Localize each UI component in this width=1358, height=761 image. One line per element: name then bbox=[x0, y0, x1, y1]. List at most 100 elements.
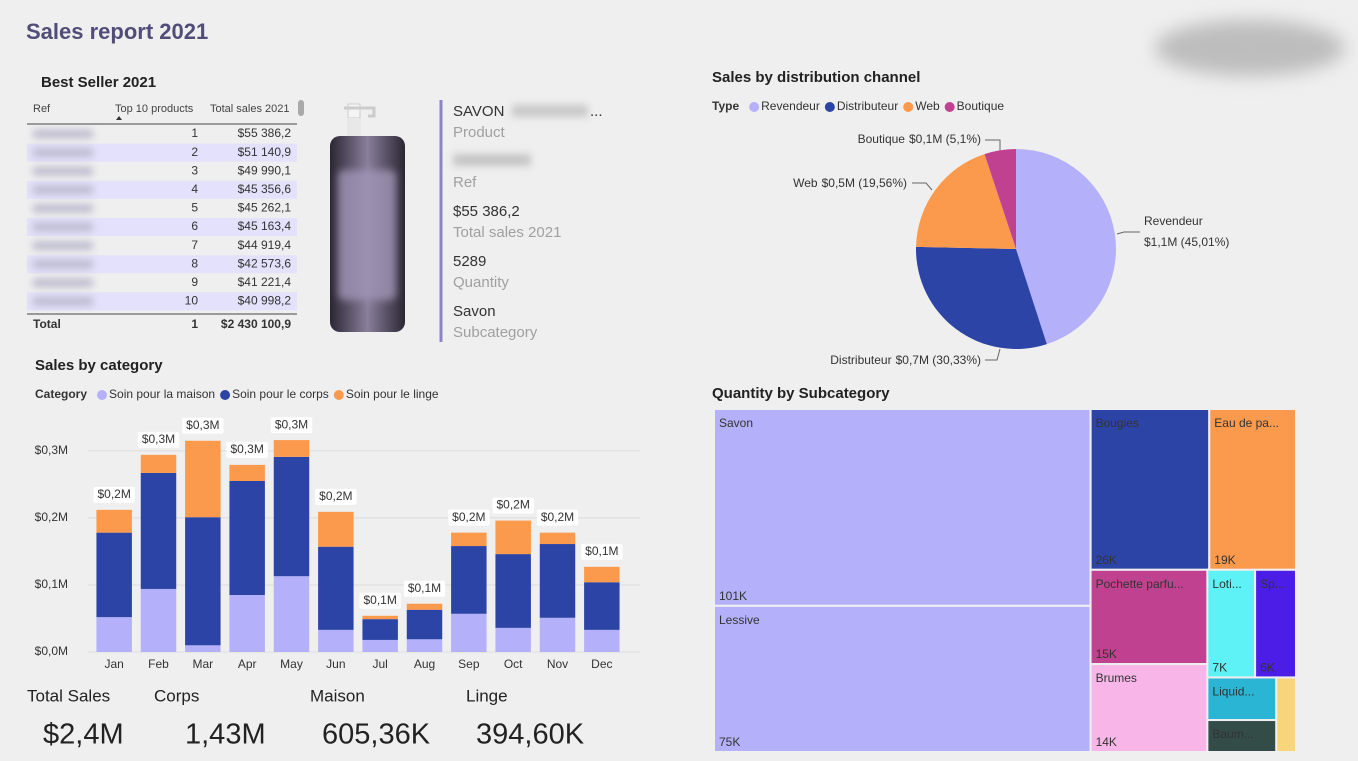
card-value: $55 386,2 bbox=[453, 203, 520, 220]
cell: 10 bbox=[185, 294, 199, 308]
cell: $45 262,1 bbox=[238, 201, 292, 215]
legend-marker bbox=[220, 390, 231, 400]
treemap-tile bbox=[713, 604, 1092, 753]
chart-title: Quantity by Subcategory bbox=[712, 385, 890, 402]
row-band bbox=[27, 218, 297, 236]
legend-label: Soin pour le corps bbox=[232, 387, 329, 401]
bar-segment bbox=[451, 546, 487, 614]
bar-segment bbox=[584, 629, 620, 652]
bar-segment bbox=[140, 454, 177, 473]
redacted bbox=[33, 185, 93, 194]
total-cell: Total bbox=[33, 317, 61, 331]
legend-title: Category bbox=[35, 387, 87, 401]
cell: 1 bbox=[191, 126, 198, 140]
bar-segment bbox=[406, 603, 443, 610]
data-label-bg bbox=[226, 441, 268, 458]
tile-value: 101K bbox=[719, 589, 747, 603]
redacted bbox=[453, 154, 531, 166]
card-label: Total sales 2021 bbox=[453, 224, 561, 241]
leader-line bbox=[1116, 231, 1140, 235]
column-header: Total sales 2021 bbox=[210, 103, 290, 115]
product-name-trail: ... bbox=[590, 103, 603, 120]
tile-value: 7K bbox=[1212, 661, 1227, 675]
redacted bbox=[33, 167, 93, 176]
kpi-value: 605,36K bbox=[322, 719, 431, 751]
tile-label: Loti... bbox=[1212, 577, 1241, 591]
data-label-bg bbox=[448, 509, 490, 526]
data-label: $0,3M bbox=[186, 418, 219, 432]
data-label-bg bbox=[359, 592, 401, 609]
pie-slice bbox=[984, 149, 1016, 249]
tile-label: Sp... bbox=[1260, 577, 1285, 591]
slice-label: Revendeur bbox=[1144, 214, 1203, 228]
bar-segment bbox=[273, 576, 310, 652]
kpi-value: $2,4M bbox=[43, 719, 124, 751]
cell: 3 bbox=[191, 163, 198, 177]
x-tick-label: Aug bbox=[414, 657, 435, 671]
legend-label: Soin pour la maison bbox=[109, 387, 215, 401]
bar-segment bbox=[362, 639, 398, 652]
cell: $42 573,6 bbox=[238, 256, 292, 270]
data-label: $0,2M bbox=[97, 487, 130, 501]
legend-marker bbox=[944, 102, 955, 112]
bar-segment bbox=[273, 456, 310, 577]
bar-segment bbox=[362, 615, 398, 620]
tile-value: 6K bbox=[1260, 661, 1275, 675]
y-tick-label: $0,3M bbox=[35, 443, 68, 457]
tile-label: Lessive bbox=[719, 613, 760, 627]
slice-name: Web bbox=[793, 176, 818, 190]
bar-segment bbox=[140, 472, 177, 589]
cell: 9 bbox=[191, 275, 198, 289]
leader-line bbox=[985, 348, 1001, 361]
data-label: $0,1M bbox=[585, 544, 618, 558]
column-header: Ref bbox=[33, 103, 51, 115]
data-label-bg bbox=[137, 431, 180, 448]
table-title: Best Seller 2021 bbox=[41, 74, 156, 91]
redacted bbox=[33, 204, 93, 213]
bar-segment bbox=[318, 546, 354, 630]
redacted bbox=[33, 130, 93, 138]
tile-label: Eau de pa... bbox=[1214, 416, 1279, 430]
tile-label: Brumes bbox=[1096, 671, 1137, 685]
data-label-bg bbox=[492, 497, 534, 514]
data-label-bg bbox=[182, 417, 224, 434]
data-label: $0,2M bbox=[452, 510, 485, 524]
pie-slice bbox=[915, 246, 1047, 349]
card-value: Savon bbox=[453, 303, 496, 320]
card-label: Product bbox=[453, 124, 506, 141]
row-band bbox=[27, 255, 297, 274]
total-cell: $2 430 100,9 bbox=[221, 317, 291, 331]
x-tick-label: Nov bbox=[547, 657, 568, 671]
treemap-tile bbox=[1206, 719, 1278, 753]
cell: 2 bbox=[191, 145, 198, 159]
cell: 4 bbox=[191, 182, 198, 196]
redacted bbox=[33, 278, 93, 287]
best-seller-table: Best Seller 2021 Ref Top 10 products Tot… bbox=[27, 74, 304, 125]
product-name: SAVON bbox=[453, 103, 504, 120]
bar-segment bbox=[495, 520, 531, 555]
bar-segment bbox=[96, 617, 132, 652]
scrollbar[interactable] bbox=[298, 100, 304, 116]
tile-label: Pochette parfu... bbox=[1096, 577, 1184, 591]
legend-label: Distributeur bbox=[837, 99, 898, 113]
x-tick-label: Jan bbox=[104, 657, 123, 671]
data-label: $0,1M bbox=[363, 593, 396, 607]
bar-segment bbox=[451, 532, 487, 547]
kpi-label: Total Sales bbox=[27, 686, 110, 705]
x-tick-label: Sep bbox=[458, 657, 480, 671]
legend-marker bbox=[749, 102, 760, 112]
slice-value: $0,7M (30,33%) bbox=[896, 353, 981, 367]
slice-label: Web $0,5M (19,56%) bbox=[793, 176, 907, 190]
tile-value: 75K bbox=[719, 735, 740, 749]
treemap-tile bbox=[1275, 676, 1297, 754]
card-label: Ref bbox=[453, 174, 477, 191]
legend-label: Boutique bbox=[957, 99, 1005, 113]
cell: $41 221,4 bbox=[238, 275, 292, 289]
bar-segment bbox=[96, 509, 132, 533]
redacted bbox=[33, 297, 93, 306]
cell: $55 386,2 bbox=[238, 126, 292, 140]
legend-label: Soin pour le linge bbox=[346, 387, 439, 401]
bar-segment bbox=[229, 464, 265, 481]
treemap-tile bbox=[1208, 408, 1298, 571]
